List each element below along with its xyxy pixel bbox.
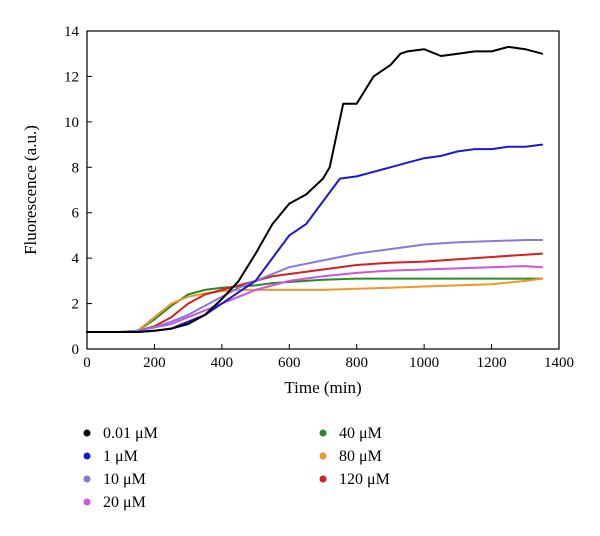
series-line bbox=[86, 239, 544, 333]
x-tick-label: 1400 bbox=[544, 355, 574, 371]
y-tick-label: 10 bbox=[64, 115, 79, 131]
y-tick-label: 0 bbox=[72, 342, 80, 358]
series-line bbox=[86, 277, 544, 333]
legend-marker bbox=[83, 475, 91, 483]
legend-marker bbox=[319, 475, 327, 483]
legend-label: 1 μM bbox=[103, 448, 138, 465]
series-line bbox=[86, 143, 544, 333]
y-axis: 0 2 4 6 8 10 12 14 bbox=[64, 24, 92, 358]
y-tick-label: 4 bbox=[72, 251, 80, 267]
legend-marker bbox=[319, 429, 327, 437]
legend-label: 20 μM bbox=[103, 494, 146, 511]
legend-marker bbox=[83, 498, 91, 506]
y-tick-label: 6 bbox=[72, 206, 80, 222]
y-tick-label: 14 bbox=[64, 24, 80, 40]
series-line bbox=[86, 277, 544, 333]
x-tick-label: 800 bbox=[345, 355, 368, 371]
series-line bbox=[86, 265, 544, 333]
legend-label: 80 μM bbox=[339, 448, 382, 465]
series-line bbox=[86, 252, 544, 333]
y-tick-label: 8 bbox=[72, 160, 80, 176]
legend: 0.01 μM 1 μM 10 μM 20 μM 40 μM 80 μM 120 μM bbox=[83, 425, 390, 511]
legend-marker bbox=[319, 452, 327, 460]
legend-label: 120 μM bbox=[339, 471, 390, 488]
legend-marker bbox=[83, 429, 91, 437]
x-tick-label: 400 bbox=[211, 355, 234, 371]
y-axis-title: Fluorescence (a.u.) bbox=[21, 125, 40, 255]
legend-marker bbox=[83, 452, 91, 460]
x-axis: 0 200 400 600 800 1000 1200 1400 bbox=[83, 344, 574, 371]
x-tick-label: 1200 bbox=[477, 355, 507, 371]
series-layer bbox=[86, 45, 544, 333]
legend-label: 40 μM bbox=[339, 425, 382, 442]
x-tick-label: 200 bbox=[143, 355, 166, 371]
y-tick-label: 12 bbox=[64, 69, 79, 85]
x-axis-title: Time (min) bbox=[284, 378, 361, 397]
x-tick-label: 600 bbox=[278, 355, 301, 371]
plot-frame bbox=[86, 30, 560, 350]
series-line bbox=[86, 45, 544, 333]
legend-label: 10 μM bbox=[103, 471, 146, 488]
y-tick-label: 2 bbox=[72, 297, 80, 313]
x-tick-label: 1000 bbox=[409, 355, 439, 371]
legend-label: 0.01 μM bbox=[103, 425, 158, 442]
x-tick-label: 0 bbox=[83, 355, 91, 371]
